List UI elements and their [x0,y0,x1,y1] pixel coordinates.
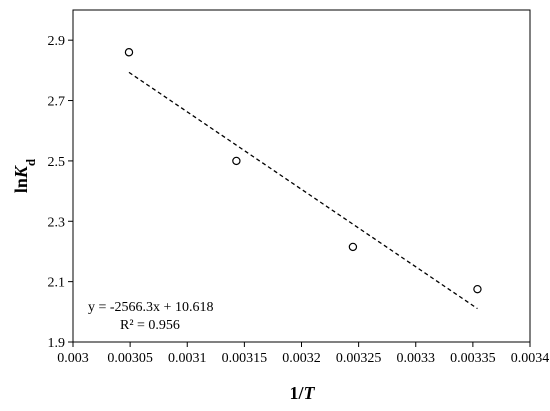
x-tick-label: 0.0031 [168,351,207,366]
y-tick-label: 2.9 [48,34,66,49]
y-axis-title: lnKd [11,158,38,193]
y-tick-label: 2.7 [48,95,66,110]
x-tick-label: 0.00335 [450,351,496,366]
x-axis-title-prefix: 1/ [289,383,304,403]
y-axis-title-prefix: ln [11,178,31,193]
x-tick-label: 0.003 [57,351,89,366]
y-axis-ticks: 1.9 2.1 2.3 2.5 2.7 2.9 [48,34,73,351]
data-points [124,48,482,294]
x-axis-ticks: 0.003 0.00305 0.0031 0.00315 0.0032 0.00325 0.… [57,342,549,366]
y-axis-title-var: K [11,164,31,179]
y-tick-label: 2.3 [48,215,66,230]
x-tick-label: 0.0032 [282,351,321,366]
data-point [348,242,358,252]
trendline [128,71,478,310]
x-tick-label: 0.00325 [336,351,382,366]
y-tick-label: 1.9 [48,336,66,351]
data-point [232,156,241,166]
r-squared-label: R² = 0.956 [120,318,180,333]
y-tick-label: 2.1 [48,276,66,291]
equation-label: y = -2566.3x + 10.618 [88,300,213,315]
y-tick-label: 2.5 [48,155,66,170]
x-axis-title: 1/T [289,383,315,403]
x-tick-label: 0.00315 [222,351,268,366]
x-tick-label: 0.00305 [107,351,153,366]
x-axis-title-var: T [304,383,316,403]
data-point [124,48,134,57]
y-axis-title-sub: d [23,158,38,166]
x-tick-label: 0.0033 [397,351,436,366]
x-tick-label: 0.0034 [511,351,550,366]
plot-area-frame [72,9,531,343]
trendline-group [128,71,478,310]
data-point [473,284,482,294]
